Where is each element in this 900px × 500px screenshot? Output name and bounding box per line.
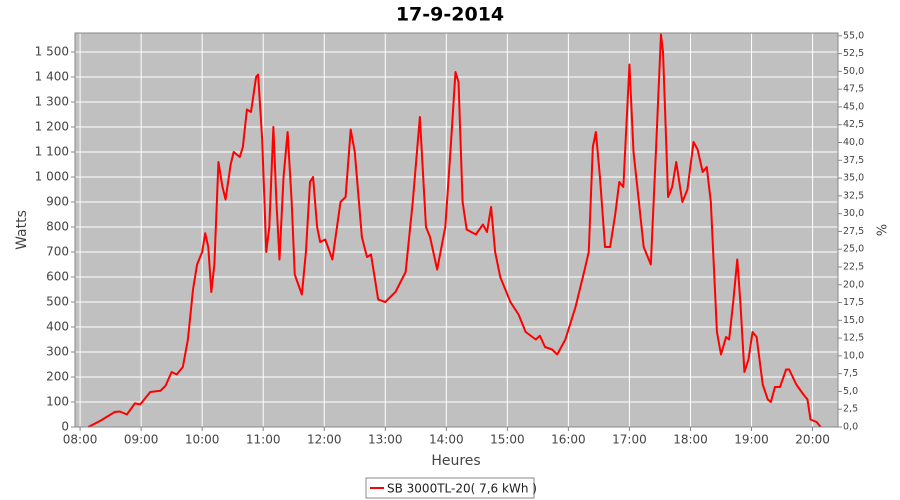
plot-background [75, 33, 838, 427]
grid [75, 33, 838, 428]
y2-tick-label: 37,5 [843, 155, 864, 166]
y2-tick-label: 35,0 [843, 173, 864, 184]
y-tick-label: 700 [46, 245, 69, 259]
y2-tick-label: 2,5 [843, 404, 858, 415]
y2-tick-label: 5,0 [843, 386, 858, 397]
y2-tick-label: 32,5 [843, 190, 864, 201]
y-tick-label: 1 300 [35, 95, 69, 109]
x-tick-label: 14:00 [429, 433, 464, 447]
y-tick-label: 200 [46, 370, 69, 384]
y2-tick-label: 40,0 [843, 137, 864, 148]
x-tick-label: 08:00 [63, 433, 98, 447]
y2-tick-label: 52,5 [843, 48, 864, 59]
legend-box [365, 477, 535, 499]
y-tick-label: 1 200 [35, 120, 69, 134]
y2-tick-label: 0,0 [843, 422, 858, 433]
y-tick-label: 1 100 [35, 145, 69, 159]
y2-tick-label: 7,5 [843, 368, 858, 379]
y2-tick-label: 50,0 [843, 66, 864, 77]
y2-tick-label: 12,5 [843, 333, 864, 344]
x-tick-label: 17:00 [612, 433, 647, 447]
y-tick-label: 800 [46, 220, 69, 234]
y-tick-label: 300 [46, 345, 69, 359]
y-tick-label: 100 [46, 395, 69, 409]
y2-axis-label: % [873, 224, 888, 236]
x-tick-label: 18:00 [673, 433, 708, 447]
y-tick-label: 1 400 [35, 70, 69, 84]
x-tick-label: 09:00 [124, 433, 159, 447]
x-axis-label: Heures [431, 453, 480, 469]
x-tick-label: 16:00 [551, 433, 586, 447]
lines [87, 33, 822, 428]
y-tick-label: 500 [46, 295, 69, 309]
plot-border [74, 32, 839, 428]
x-tick-label: 15:00 [490, 433, 525, 447]
y-tick-label: 600 [46, 270, 69, 284]
y2-tick-label: 47,5 [843, 84, 864, 95]
series-line [87, 33, 822, 428]
y2-tick-label: 17,5 [843, 297, 864, 308]
y2-tick-label: 30,0 [843, 208, 864, 219]
y2-tick-label: 22,5 [843, 261, 864, 272]
y2-tick-label: 20,0 [843, 279, 864, 290]
y-tick-label: 0 [61, 420, 69, 434]
y-tick-label: 400 [46, 320, 69, 334]
x-tick-label: 13:00 [368, 433, 403, 447]
y-tick-label: 1 500 [35, 45, 69, 59]
y-tick-label: 1 000 [35, 170, 69, 184]
x-tick-label: 12:00 [307, 433, 342, 447]
y2-tick-label: 10,0 [843, 350, 864, 361]
y-tick-label: 900 [46, 195, 69, 209]
legend-label: SB 3000TL-20( 7,6 kWh ) [387, 482, 537, 496]
y2-tick-label: 42,5 [843, 119, 864, 130]
x-tick-label: 19:00 [734, 433, 769, 447]
x-tick-label: 10:00 [185, 433, 220, 447]
y2-tick-label: 15,0 [843, 315, 864, 326]
y2-tick-label: 55,0 [843, 30, 864, 41]
y2-tick-label: 45,0 [843, 101, 864, 112]
y-axis-label: Watts [14, 210, 30, 250]
y2-tick-label: 27,5 [843, 226, 864, 237]
x-tick-label: 20:00 [795, 433, 830, 447]
x-tick-label: 11:00 [246, 433, 281, 447]
chart-title: 17-9-2014 [396, 4, 504, 26]
y2-tick-label: 25,0 [843, 244, 864, 255]
